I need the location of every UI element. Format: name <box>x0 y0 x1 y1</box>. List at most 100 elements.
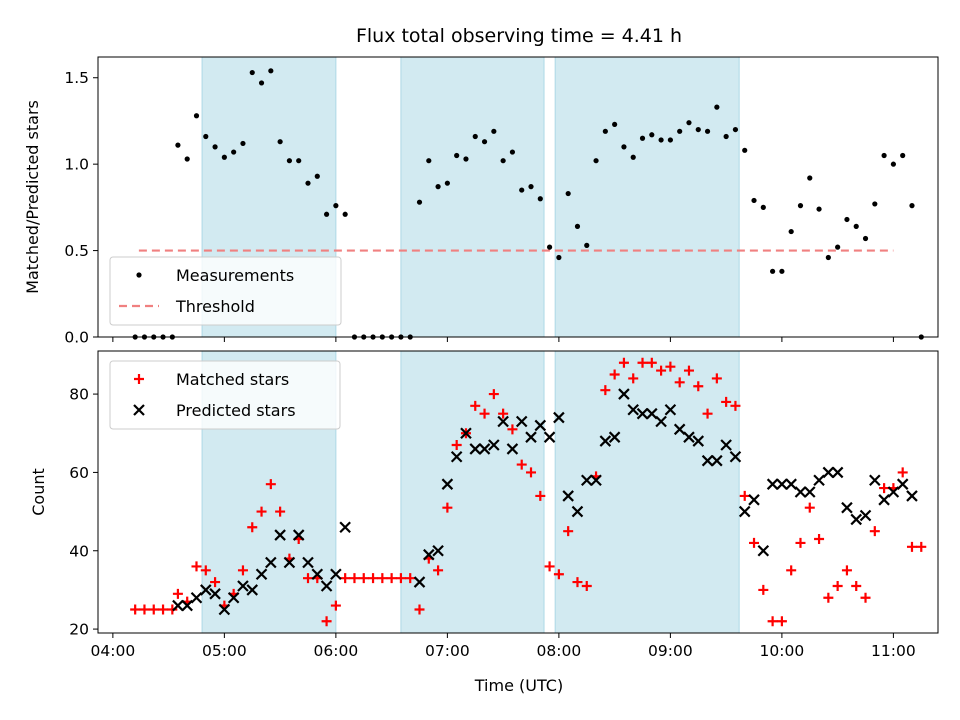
measurements-point <box>658 137 664 143</box>
measurements-point <box>258 80 265 86</box>
matched-stars-point <box>414 604 425 615</box>
predicted-stars-point <box>673 423 686 436</box>
measurements-point <box>602 128 608 134</box>
measurements-point <box>881 152 887 159</box>
predicted-stars-point <box>265 556 277 569</box>
measurements-point <box>807 175 813 181</box>
measurements-point <box>444 180 450 186</box>
matched-stars-point <box>563 526 574 537</box>
y-tick-label: 40 <box>69 542 89 560</box>
predicted-stars-point <box>636 407 649 420</box>
top-y-axis-label: Matched/Predicted stars <box>23 100 42 294</box>
legend-label: Threshold <box>175 297 255 316</box>
predicted-stars-point <box>562 490 574 502</box>
predicted-stars-point <box>274 529 286 541</box>
predicted-stars-point <box>255 568 268 581</box>
matched-stars-point <box>674 377 685 388</box>
legend-label: Predicted stars <box>176 401 296 420</box>
measurements-point <box>872 201 878 207</box>
matched-stars-point <box>349 573 360 584</box>
predicted-stars-point <box>302 556 314 569</box>
matched-stars-point <box>832 581 843 591</box>
measurements-point <box>454 152 460 159</box>
y-tick-label: 80 <box>69 386 89 404</box>
measurements-point <box>286 158 293 164</box>
matched-stars-point <box>823 592 834 603</box>
matched-stars-point <box>851 581 862 591</box>
measurements-point <box>686 120 692 126</box>
measurements-point <box>184 156 190 162</box>
predicted-stars-point <box>803 486 816 498</box>
matched-stars-point <box>637 357 648 368</box>
matched-stars-point <box>814 534 825 544</box>
matched-stars-point <box>470 400 481 411</box>
measurements-point <box>704 128 711 134</box>
predicted-stars-point <box>525 431 537 443</box>
matched-stars-point <box>442 502 453 513</box>
measurements-point <box>890 161 896 167</box>
measurements-point <box>463 156 469 162</box>
predicted-stars-point <box>339 521 351 534</box>
predicted-stars-point <box>878 494 890 506</box>
y-tick-label: 0.5 <box>64 242 89 260</box>
measurements-point <box>212 144 218 150</box>
measurements-point <box>760 204 766 210</box>
bottom-panel: 20 40 60 80 04:00 05:00 06:00 07:00 08:00 09:00 1… <box>29 350 939 695</box>
measurements-point <box>751 197 757 204</box>
matched-stars-point <box>665 361 676 372</box>
predicted-stars-point <box>553 411 565 424</box>
bottom-y-ticks: 20 40 60 80 <box>69 386 98 639</box>
predicted-stars-point <box>692 435 705 447</box>
x-tick-label: 05:00 <box>202 642 247 660</box>
matched-stars-point <box>906 541 917 552</box>
predicted-stars-point <box>172 599 184 612</box>
predicted-stars-point <box>460 427 472 440</box>
measurements-point <box>277 139 283 145</box>
predicted-stars-point <box>590 474 602 487</box>
predicted-stars-point <box>450 450 463 463</box>
predicted-stars-point <box>292 529 305 541</box>
measurements-point <box>556 254 562 261</box>
y-tick-label: 20 <box>69 621 89 639</box>
predicted-stars-point <box>841 501 853 514</box>
matched-stars-point <box>148 604 159 615</box>
matched-stars-point <box>210 577 221 588</box>
measurements-point <box>732 126 739 133</box>
measurements-point <box>723 133 729 140</box>
matched-stars-point <box>340 573 351 584</box>
shaded-interval <box>554 56 740 338</box>
matched-stars-point <box>572 577 583 588</box>
measurements-point <box>621 144 627 150</box>
measurements-point <box>305 180 311 186</box>
legend-box <box>109 256 342 326</box>
measurements-point <box>788 228 794 235</box>
matched-stars-point <box>451 440 462 450</box>
predicted-stars-point <box>246 584 259 596</box>
matched-stars-point <box>433 565 444 576</box>
measurements-point <box>862 235 869 242</box>
measurements-point <box>677 128 683 134</box>
matched-stars-point <box>711 373 722 384</box>
measurements-point <box>426 158 432 164</box>
predicted-stars-point <box>748 494 760 506</box>
bottom-points-layer <box>130 357 927 627</box>
predicted-stars-point <box>218 603 231 616</box>
predicted-stars-point <box>831 466 844 479</box>
predicted-stars-point <box>711 454 723 467</box>
measurements-point <box>742 147 748 153</box>
measurements-point <box>268 68 274 74</box>
matched-stars-point <box>767 616 778 627</box>
x-tick-label: 11:00 <box>871 642 916 660</box>
predicted-stars-point <box>599 435 612 447</box>
x-axis-label: Time (UTC) <box>474 676 563 695</box>
matched-stars-point <box>749 537 760 548</box>
matched-stars-point <box>618 357 629 368</box>
y-tick-label: 0.0 <box>64 329 89 347</box>
measurements-point <box>323 211 330 217</box>
matched-stars-point <box>321 616 332 627</box>
matched-stars-point <box>609 369 620 380</box>
measurements-point <box>231 149 237 155</box>
matched-stars-point <box>395 573 406 584</box>
matched-stars-point <box>758 584 769 595</box>
